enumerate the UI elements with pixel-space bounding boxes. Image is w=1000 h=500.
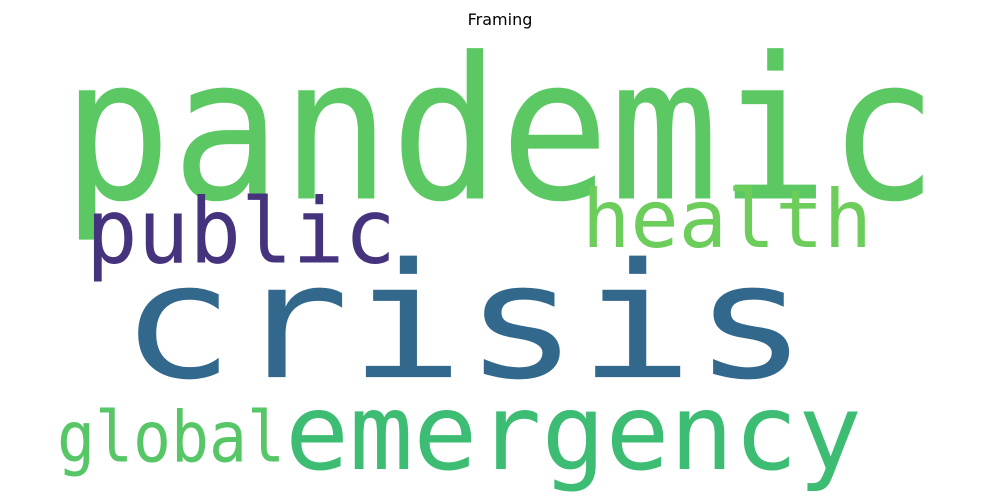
word-health: health (582, 171, 872, 266)
word-global: global (57, 395, 285, 479)
word-crisis: crisis (120, 228, 808, 415)
word-public: public (86, 179, 396, 286)
word-pandemic: pandemic (62, 14, 938, 246)
word-emergency: emergency (285, 371, 862, 495)
figure-title: Framing (467, 10, 533, 29)
